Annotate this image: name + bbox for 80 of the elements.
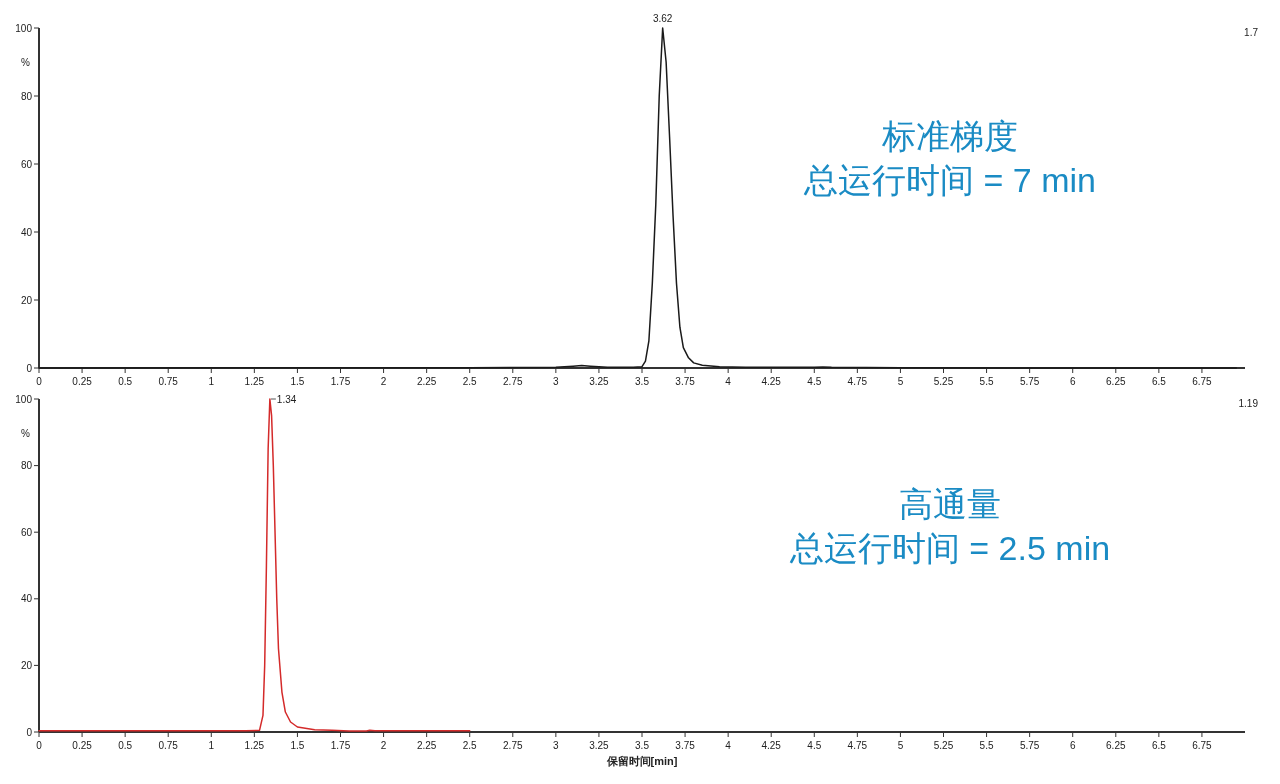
annotation: 标准梯度 [881,117,1018,155]
x-tick-label: 0.25 [72,376,93,387]
x-tick-label: 6.25 [1106,740,1126,751]
annotation: 高通量 [899,484,1001,523]
x-tick-label: 4.5 [807,740,822,751]
x-tick-label: 6 [1069,740,1076,751]
x-tick-label: 3.75 [675,376,696,387]
x-tick-label: 4.25 [761,740,782,751]
x-axis-title: 保留时间[min] [605,755,678,767]
y-tick-label: 80 [20,460,33,472]
x-tick-label: 3.25 [589,376,610,387]
x-tick-label: 4 [725,740,732,751]
x-tick-label: 5 [897,740,904,751]
x-tick-label: 2.5 [462,376,478,387]
x-tick-label: 4.75 [847,740,868,751]
x-tick-label: 6.75 [1192,376,1213,387]
x-tick-label: 6.75 [1192,740,1213,751]
annotation: 3.62 [652,13,673,24]
x-tick-label: 5.5 [979,376,994,387]
y-tick-label: 60 [20,158,33,170]
x-tick-label: 6.5 [1151,376,1167,387]
annotation: 总运行时间 = 2.5 min [788,528,1111,567]
x-tick-label: 2 [380,740,387,751]
x-tick-label: 5.5 [979,740,994,751]
x-tick-label: 5.75 [1019,376,1040,387]
x-tick-label: 2 [380,376,387,387]
x-tick-label: 0 [36,376,43,387]
x-tick-label: 2.25 [416,740,437,751]
x-tick-label: 2.75 [503,740,523,751]
x-tick-label: 3 [553,376,560,387]
annotation: 1.19 [1238,398,1259,409]
x-tick-label: 4.25 [761,376,782,387]
x-tick-label: 1.25 [244,740,265,751]
x-tick-label: 4.5 [807,376,822,387]
x-tick-label: 0.5 [118,740,133,751]
x-tick-label: 0.25 [72,740,93,751]
line-series [38,27,1238,369]
x-tick-label: 0.75 [158,740,179,751]
x-tick-label: 0 [36,740,43,751]
x-tick-label: 2.25 [416,376,437,387]
x-tick-label: 3.5 [635,376,650,387]
y-tick-label: 20 [20,659,33,671]
x-tick-label: 3 [553,740,560,751]
x-tick-label: 0.5 [118,376,133,387]
y-axis-title: % [21,428,31,439]
y-tick-label: 100 [15,393,33,405]
annotation: 1.7 [1244,27,1259,38]
x-tick-label: 6.5 [1151,740,1167,751]
x-tick-label: 6.25 [1106,376,1126,387]
y-tick-label: 40 [20,593,33,605]
y-tick-label: 40 [20,226,33,238]
x-tick-label: 1.5 [290,376,305,387]
x-tick-label: 3.5 [635,740,650,751]
x-tick-label: 1 [208,376,215,387]
x-tick-label: 1.25 [244,376,265,387]
x-tick-label: 0.75 [158,376,179,387]
x-tick-label: 1.5 [290,740,305,751]
y-tick-label: 100 [15,22,33,34]
x-tick-label: 5.25 [933,740,954,751]
x-tick-label: 2.75 [503,376,523,387]
x-tick-label: 3.25 [589,740,610,751]
annotation: 总运行时间 = 7 min [803,161,1096,199]
y-tick-label: 20 [20,294,33,306]
y-axis-title: % [21,57,31,68]
x-tick-label: 5.25 [933,376,954,387]
y-tick-label: 0 [26,726,33,738]
x-tick-label: 5.75 [1019,740,1040,751]
x-tick-label: 5 [897,376,904,387]
annotation: 1.34 [276,394,297,405]
x-tick-label: 1.75 [330,740,351,751]
x-tick-label: 6 [1069,376,1076,387]
y-tick-label: 0 [26,362,33,374]
x-tick-label: 2.5 [462,740,478,751]
y-tick-label: 80 [20,90,33,102]
x-tick-label: 3.75 [675,740,696,751]
x-tick-label: 4 [725,376,732,387]
x-tick-label: 1.75 [330,376,351,387]
x-tick-label: 4.75 [847,376,868,387]
y-tick-label: 60 [20,526,33,538]
x-tick-label: 1 [208,740,215,751]
